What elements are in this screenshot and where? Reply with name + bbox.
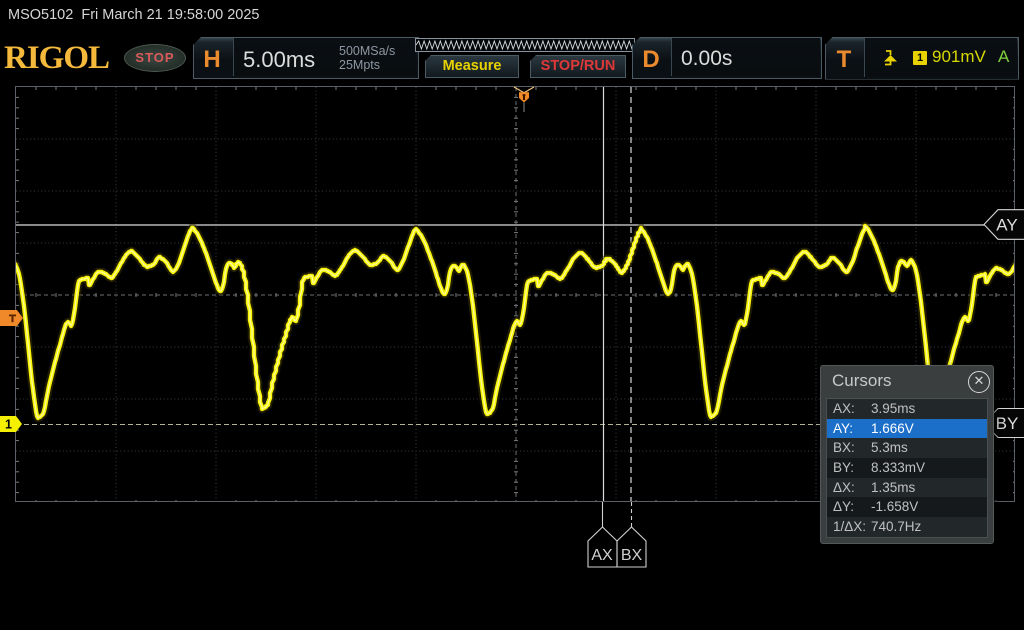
svg-text:1: 1 [5,417,12,431]
svg-text:BY: BY [996,414,1019,433]
svg-text:AX: AX [591,547,613,564]
svg-text:BX: BX [621,547,643,564]
svg-text:AY: AY [996,215,1017,234]
